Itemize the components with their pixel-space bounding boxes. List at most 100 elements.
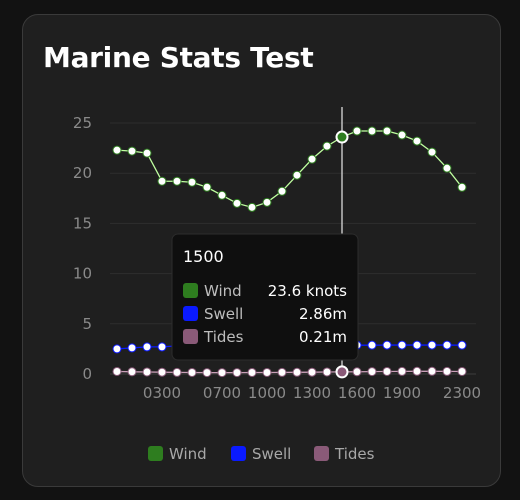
y-tick-label: 25 [73,114,92,132]
x-tick-label: 2300 [443,384,481,402]
data-point [442,340,452,350]
data-point [172,176,182,186]
data-point [382,126,392,136]
data-point [367,126,377,136]
y-tick-label: 5 [82,315,92,333]
data-point [397,366,407,376]
data-point [442,366,452,376]
data-point [127,146,137,156]
data-point [292,367,302,377]
tooltip: 1500 Wind 23.6 knots Swell 2.86m Tides 0.21m [171,233,359,361]
legend-label: Swell [252,445,291,463]
data-point [187,367,197,377]
data-point [335,130,349,144]
tooltip-value: 0.21m [299,328,347,346]
data-point [142,342,152,352]
data-point [457,366,467,376]
data-point [412,136,422,146]
data-point [202,182,212,192]
data-point [157,176,167,186]
data-point [367,340,377,350]
data-point [142,148,152,158]
data-point [217,368,227,378]
data-point [247,202,257,212]
tooltip-series-name: Tides [203,328,244,346]
x-tick-label: 1300 [293,384,331,402]
legend-swatch [148,446,163,461]
legend-label: Tides [334,445,375,463]
data-point [352,367,362,377]
data-point [367,367,377,377]
data-point [457,182,467,192]
data-point [427,366,437,376]
tooltip-swatch-wind [183,283,198,298]
data-point [262,197,272,207]
data-point [442,163,452,173]
x-tick-label: 0300 [143,384,181,402]
data-point [322,141,332,151]
legend-swatch [231,446,246,461]
tooltip-title: 1500 [183,247,224,266]
tooltip-value: 23.6 knots [268,282,347,300]
series-line-tides [116,370,463,374]
data-point [397,130,407,140]
data-point [307,367,317,377]
y-tick-label: 20 [73,164,92,182]
tooltip-series-name: Wind [204,282,242,300]
data-point [335,365,349,379]
data-point [382,340,392,350]
x-tick-label: 0700 [203,384,241,402]
data-point [352,126,362,136]
data-point [412,340,422,350]
data-point [112,366,122,376]
data-point [232,198,242,208]
data-point [172,367,182,377]
data-point [217,190,227,200]
data-point [127,343,137,353]
data-point [277,367,287,377]
data-point [157,342,167,352]
card-title: Marine Stats Test [43,41,314,74]
data-point [277,186,287,196]
data-point [307,154,317,164]
data-point [142,367,152,377]
x-tick-label: 1000 [248,384,286,402]
data-point [457,340,467,350]
data-point [262,367,272,377]
data-point [112,344,122,354]
x-tick-label: 1900 [383,384,421,402]
legend-item-tides[interactable]: Tides [314,445,375,463]
x-axis: 0300 0700 1000 1300 1600 1900 2300 [143,384,481,402]
y-tick-label: 0 [82,365,92,383]
tooltip-series-name: Swell [204,305,243,323]
data-point [157,367,167,377]
data-point [202,368,212,378]
tooltip-swatch-tides [183,329,198,344]
tooltip-box [171,233,359,361]
data-point [247,367,257,377]
series-tides [112,365,467,379]
data-point [112,145,122,155]
data-point [127,367,137,377]
data-point [382,366,392,376]
legend-item-swell[interactable]: Swell [231,445,291,463]
y-tick-label: 10 [73,265,92,283]
legend-label: Wind [169,445,207,463]
data-point [412,366,422,376]
y-axis: 0 5 10 15 20 25 [73,114,92,383]
data-point [232,368,242,378]
series-line-wind [116,130,463,209]
data-point [292,170,302,180]
y-tick-label: 15 [73,214,92,232]
legend-item-wind[interactable]: Wind [148,445,207,463]
data-point [322,367,332,377]
tooltip-swatch-swell [183,306,198,321]
x-tick-label: 1600 [338,384,376,402]
data-point [187,177,197,187]
legend: Wind Swell Tides [148,445,375,463]
series-wind [112,126,467,212]
data-point [397,340,407,350]
tooltip-value: 2.86m [299,305,347,323]
data-point [427,147,437,157]
